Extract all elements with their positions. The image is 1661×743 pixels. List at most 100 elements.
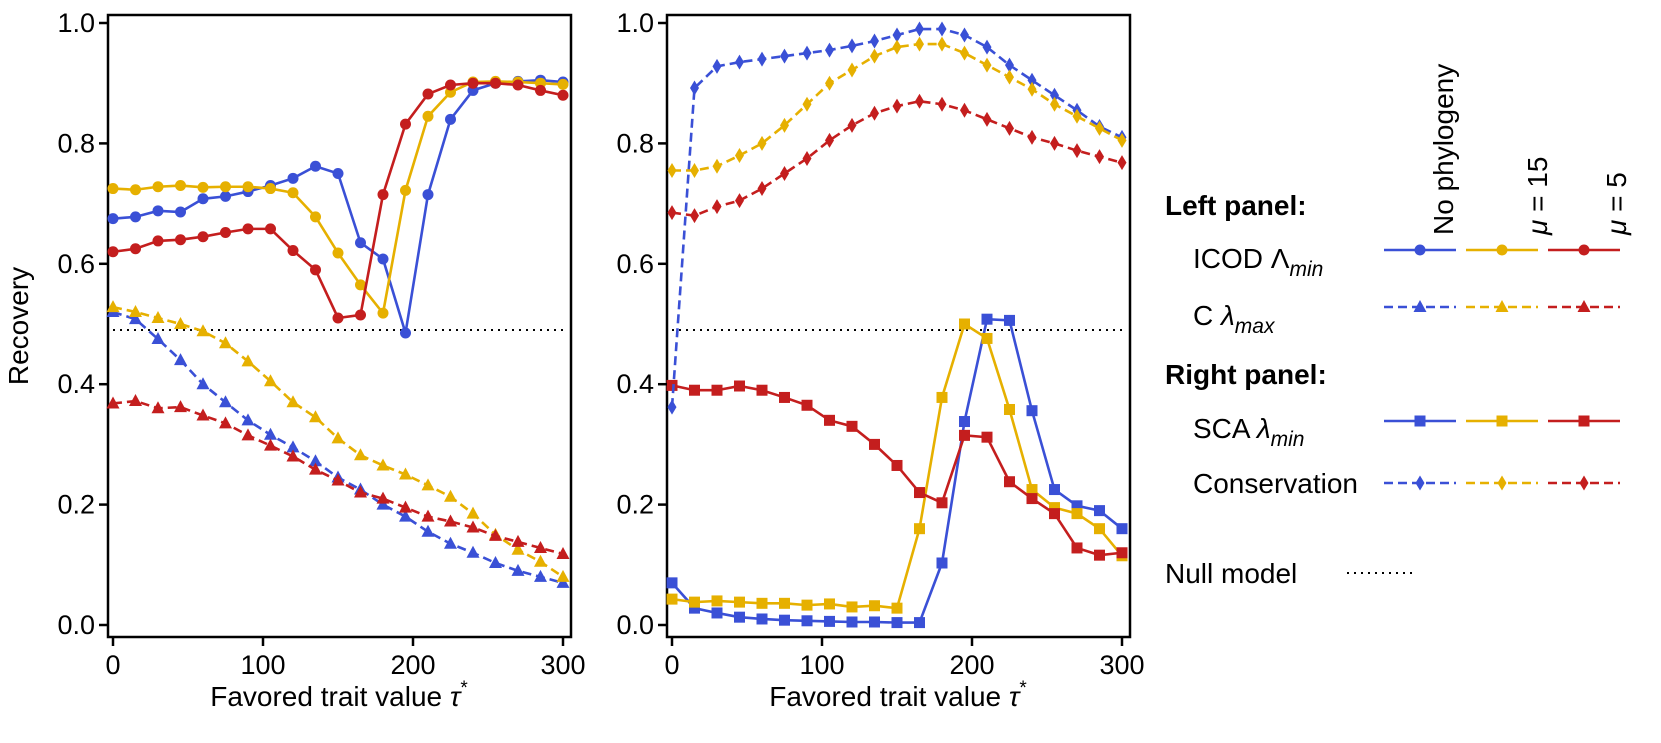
data-point [445, 79, 456, 91]
data-point [535, 84, 546, 96]
data-point [757, 181, 767, 197]
data-point [422, 189, 434, 201]
series-right-4 [667, 36, 1127, 178]
data-point [107, 213, 119, 225]
data-point [847, 62, 857, 78]
right-panel: 0 100 200 300 0.0 0.2 0.4 0.6 0.8 1.0 Favored tra… [616, 8, 1144, 712]
data-point [129, 312, 142, 325]
data-point [354, 485, 367, 498]
data-point [891, 602, 903, 614]
data-point [936, 391, 948, 403]
data-point [666, 379, 678, 391]
data-point [197, 231, 209, 243]
data-point [712, 158, 722, 174]
legend-sample-marker [1413, 300, 1427, 312]
data-point [1026, 405, 1038, 417]
data-point [399, 509, 412, 522]
left-series-layer [106, 74, 570, 588]
series-left-3 [106, 304, 570, 588]
y-tick-label: 0.2 [616, 490, 654, 520]
data-point [196, 408, 210, 421]
data-point [667, 399, 677, 415]
data-point [1005, 120, 1014, 136]
data-point [511, 542, 525, 555]
data-point [937, 21, 947, 37]
data-point [1049, 508, 1060, 520]
series-left-0 [107, 74, 569, 339]
legend-sample-marker [1579, 475, 1589, 491]
legend: No phylogeny μ = 15 μ = 5 Left panel: IC… [1165, 64, 1632, 589]
data-point [377, 189, 389, 201]
y-tick-label: 0.8 [616, 128, 654, 158]
data-point [310, 211, 321, 223]
data-point [400, 184, 411, 196]
data-point [666, 593, 678, 605]
data-point [1071, 500, 1083, 512]
data-point [400, 118, 411, 130]
data-point [129, 304, 142, 317]
legend-sample [1466, 244, 1538, 256]
series-line [670, 27, 1123, 408]
data-point [779, 391, 790, 403]
legend-col-no-phylogeny: No phylogeny [1428, 64, 1459, 235]
data-point [467, 77, 479, 89]
data-point [399, 467, 412, 480]
data-point [981, 313, 993, 325]
data-point [399, 500, 412, 513]
left-panel: 0 100 200 300 0.0 0.2 0.4 0.6 0.8 1.0 Favored tra… [3, 8, 586, 712]
data-point [936, 497, 948, 509]
data-point [1050, 87, 1059, 103]
data-point [534, 540, 547, 553]
series-right-5 [667, 93, 1127, 224]
data-point [982, 111, 992, 127]
y-tick-label: 0.8 [57, 128, 95, 158]
data-point [712, 58, 722, 74]
data-point [915, 36, 924, 52]
data-point [756, 597, 768, 609]
legend-sample-marker [1578, 415, 1590, 427]
legend-sample-marker [1578, 244, 1590, 256]
data-point [377, 253, 389, 265]
data-point [174, 317, 187, 329]
data-point [936, 557, 948, 569]
data-point [196, 377, 210, 390]
data-point [1026, 484, 1038, 496]
data-point [219, 416, 232, 429]
data-point [422, 88, 434, 100]
data-point [802, 150, 812, 166]
data-point [286, 440, 300, 453]
data-point [892, 27, 902, 43]
data-point [355, 279, 366, 291]
data-point [220, 190, 231, 202]
legend-null-model: Null model [1165, 558, 1297, 589]
data-point [309, 410, 322, 423]
data-point [846, 601, 858, 613]
data-point [982, 57, 992, 73]
x-tick-label: 200 [390, 650, 435, 680]
data-point [1004, 476, 1015, 488]
data-point [220, 226, 231, 238]
legend-sample [1466, 300, 1538, 312]
data-point [175, 206, 186, 218]
legend-sample-marker [1414, 415, 1426, 427]
data-point [265, 183, 276, 195]
data-point [1072, 108, 1082, 124]
series-line [112, 310, 564, 585]
left-axes-frame [106, 13, 573, 639]
data-point [981, 332, 993, 344]
data-point [712, 199, 722, 215]
series-left-2 [107, 77, 569, 324]
legend-left-panel-header: Left panel: [1165, 190, 1307, 221]
data-point [355, 237, 366, 249]
y-tick-label: 1.0 [57, 8, 95, 38]
data-point [445, 113, 456, 125]
right-x-label-text: Favored trait value [769, 681, 1009, 712]
data-point [802, 96, 812, 112]
data-point [354, 448, 367, 461]
data-point [152, 235, 164, 247]
data-point [1050, 96, 1059, 112]
data-point [689, 602, 700, 614]
data-point [106, 300, 120, 313]
legend-row-sca: SCA λmin [1193, 413, 1304, 451]
data-point [756, 613, 768, 625]
